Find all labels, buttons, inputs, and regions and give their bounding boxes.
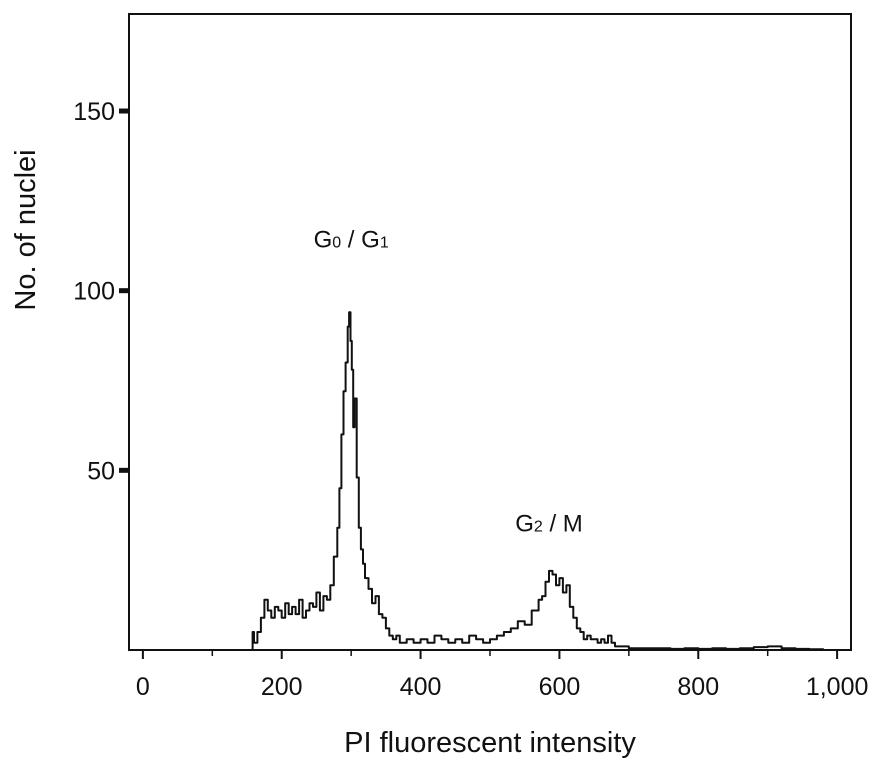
series-line-histogram xyxy=(250,311,825,651)
y-tick-label: 100 xyxy=(73,278,115,306)
x-tick-label: 600 xyxy=(539,673,581,701)
x-axis-title: PI fluorescent intensity xyxy=(344,727,636,759)
x-tick-label: 400 xyxy=(400,673,442,701)
plot-frame xyxy=(128,13,852,651)
x-tick-label: 1,000 xyxy=(806,673,869,701)
x-axis-ticks: 0 200 400 600 800 1,000 xyxy=(136,650,868,701)
y-axis-ticks: 50 100 150 xyxy=(73,98,129,485)
x-tick-label: 200 xyxy=(261,673,303,701)
y-tick-label: 50 xyxy=(87,457,115,485)
y-axis-title: No. of nuclei xyxy=(10,149,42,310)
x-tick-label: 800 xyxy=(677,673,719,701)
peak-annotation: G0 / G1 xyxy=(314,227,389,254)
x-tick-label: 0 xyxy=(136,673,150,701)
y-tick-label: 150 xyxy=(73,98,115,126)
peak-annotation: G2 / M xyxy=(515,510,583,537)
peak-annotations: G0 / G1 G2 / M xyxy=(314,227,583,538)
